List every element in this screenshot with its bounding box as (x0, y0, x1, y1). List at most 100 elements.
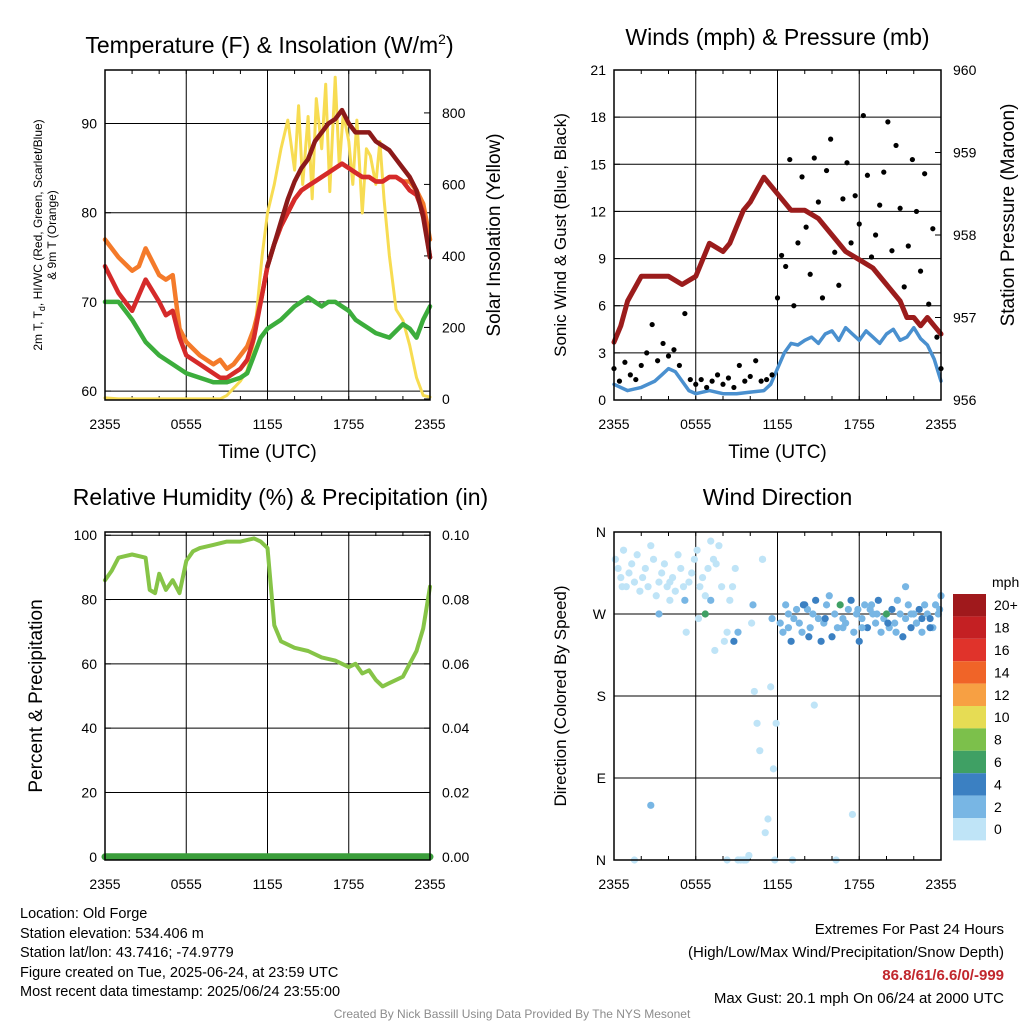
wind-direction-point (649, 555, 658, 563)
wind-direction-point (907, 610, 915, 618)
gust-point (714, 372, 721, 378)
gust-point (655, 358, 661, 364)
legend-swatch (953, 683, 986, 706)
wind-direction-point (892, 628, 900, 636)
y-right-tick-label: 0.04 (442, 720, 469, 736)
wind-direction-point (712, 560, 720, 568)
wind-direction-point (784, 624, 793, 632)
heat-index-line (265, 107, 433, 269)
gust-point (893, 142, 899, 149)
gust-point (852, 193, 858, 199)
y-tick-label: 12 (590, 203, 606, 219)
wind-direction-point (750, 687, 758, 696)
y-tick-label: S (597, 688, 606, 704)
y-tick-label: 80 (81, 205, 97, 221)
wind-direction-point (685, 578, 693, 586)
wind-direction-point (660, 560, 669, 568)
gust-point (622, 359, 628, 365)
wind-direction-point (698, 573, 707, 582)
wind-direction-point (872, 619, 880, 627)
legend-label: 12 (994, 687, 1010, 703)
legend-label: 4 (994, 776, 1002, 792)
wind-direction-point (806, 624, 814, 632)
gust-point (897, 205, 903, 211)
wind-direction-point (844, 605, 852, 614)
y-right-tick-label: 0.10 (442, 527, 469, 543)
y-right-tick-label: 200 (442, 319, 466, 335)
gust-point (731, 384, 737, 391)
chart-title: Temperature (F) & Insolation (W/m2) (85, 31, 453, 58)
chart-title: Relative Humidity (%) & Precipitation (i… (73, 484, 488, 510)
y-tick-label: 20 (81, 784, 97, 800)
gust-point (930, 226, 936, 232)
plot-border (104, 69, 431, 401)
wind-direction-point (647, 542, 655, 550)
gust-point (709, 378, 715, 384)
wind-direction-point (799, 601, 807, 609)
wind-direction-point (655, 578, 663, 586)
gust-point (633, 376, 639, 383)
wind-direction-point (899, 633, 907, 641)
gust-point (693, 381, 699, 387)
y-right-tick-label: 600 (442, 176, 466, 192)
wind-direction-point (647, 801, 655, 809)
most-recent-timestamp: Most recent data timestamp: 2025/06/24 2… (20, 984, 341, 1000)
wind-direction-point (817, 637, 825, 645)
gust-point (926, 301, 932, 307)
x-tick-label: 2355 (414, 876, 445, 892)
gust-point (638, 362, 644, 369)
gust-point (649, 321, 655, 328)
gust-point (687, 376, 693, 383)
wind-direction-point (822, 601, 831, 609)
y-axis-label-part: , HI/WC (Red, Green, Scarlet/Blue) (31, 119, 45, 306)
wind-direction-point (679, 583, 688, 591)
wind-direction-point (666, 596, 674, 604)
wind-direction-point (655, 610, 663, 618)
wind-direction-point (854, 605, 862, 614)
gust-point (881, 169, 887, 175)
wind-direction-point (867, 601, 876, 609)
y-right-tick-label: 958 (953, 227, 977, 243)
wind-direction-point (874, 596, 882, 604)
gust-point (753, 358, 759, 364)
y-axis-label: Percent & Precipitation (26, 599, 47, 792)
y-axis-label-part: 2m T, T (31, 310, 45, 350)
y-tick-label: 0 (89, 849, 97, 865)
wind-direction-point (904, 601, 912, 609)
y-tick-label: 60 (81, 656, 97, 672)
wind-direction-point (633, 551, 641, 559)
gust-point (783, 263, 789, 270)
y-tick-label: 40 (81, 720, 97, 736)
y-tick-label: 18 (590, 109, 606, 125)
y-right-axis-label: Station Pressure (Maroon) (998, 104, 1019, 327)
y-axis-label: Sonic Wind & Gust (Blue, Black) (551, 113, 570, 357)
gust-point (823, 167, 830, 174)
wind-direction-point (861, 601, 869, 609)
wind-direction-point (677, 564, 685, 573)
wind-direction-point (734, 628, 742, 636)
y-tick-label: 0 (598, 392, 606, 408)
legend-swatch (953, 594, 986, 617)
figure-created: Figure created on Tue, 2025-06-24, at 23… (20, 964, 339, 981)
wind-direction-point (707, 596, 715, 604)
wind-direction-point (749, 601, 757, 609)
panel-3: 2355 0555 1155 1755 2355 0 20 40 60 80 100 0.00 0.02… (26, 484, 488, 892)
temp-2m-line (102, 161, 433, 380)
gust-point (901, 284, 907, 290)
gust-point (676, 362, 683, 369)
gust-point (682, 310, 688, 317)
chart-title-main: Temperature (F) & Insolation (W/m (85, 32, 438, 58)
wind-direction-point (798, 628, 806, 636)
wind-direction-point (625, 569, 633, 577)
wind-direction-point (674, 551, 682, 559)
wind-direction-point (812, 596, 820, 604)
wind-direction-point (782, 601, 790, 609)
x-tick-label: 2355 (598, 416, 629, 432)
x-tick-label: 0555 (680, 416, 711, 432)
gust-point (836, 282, 842, 288)
max-gust: Max Gust: 20.1 mph On 06/24 at 2000 UTC (713, 990, 1004, 1007)
wind-direction-point (772, 719, 780, 727)
wind-direction-point (658, 569, 666, 577)
gust-point (665, 353, 672, 359)
humidity-line (103, 536, 432, 689)
